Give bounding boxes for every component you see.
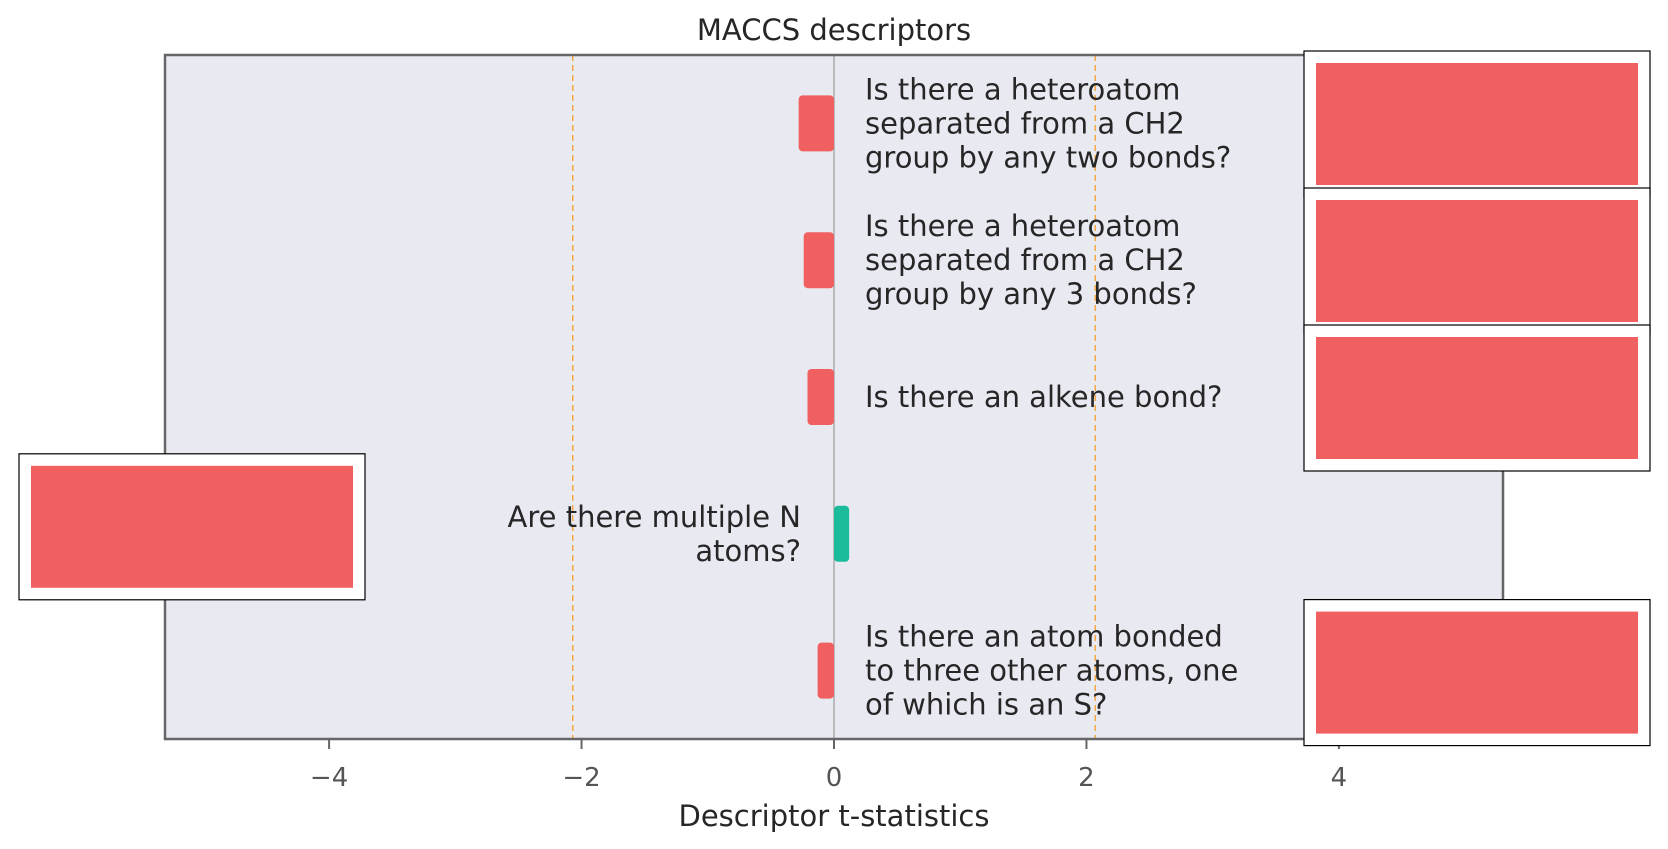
bar: [807, 369, 834, 425]
bars: [798, 95, 850, 699]
x-axis-label: Descriptor t-statistics: [679, 799, 990, 833]
bar-label: Is there an atom bonded to three other at…: [865, 620, 1238, 722]
x-tick-label: 4: [1331, 763, 1348, 793]
bar: [817, 642, 834, 699]
x-tick-label: 0: [826, 763, 843, 793]
threshold-lines: [571, 55, 1097, 739]
bar-labels: Is there a heteroatom separated from a CH…: [508, 72, 1239, 721]
molecule-image: [1316, 63, 1638, 185]
bar-label: Is there an alkene bond?: [865, 380, 1222, 414]
molecule-image: [1316, 611, 1638, 734]
bar-label: Is there a heteroatom separated from a CH…: [865, 209, 1197, 311]
x-tick-label: 2: [1078, 763, 1095, 793]
molecule-image: [1316, 337, 1638, 459]
x-axis-ticks: −4 −2 0 2 4: [310, 739, 1347, 793]
molecule-image: [1316, 200, 1638, 322]
molecule-images: [18, 50, 1651, 747]
bar: [803, 232, 834, 289]
chart-title: MACCS descriptors: [697, 13, 971, 47]
bar-label: Is there a heteroatom separated from a CH…: [865, 72, 1231, 174]
bar: [798, 95, 834, 152]
x-tick-label: −2: [562, 763, 600, 793]
bar: [834, 505, 850, 562]
molecule-image: [31, 465, 353, 588]
x-tick-label: −4: [310, 763, 348, 793]
